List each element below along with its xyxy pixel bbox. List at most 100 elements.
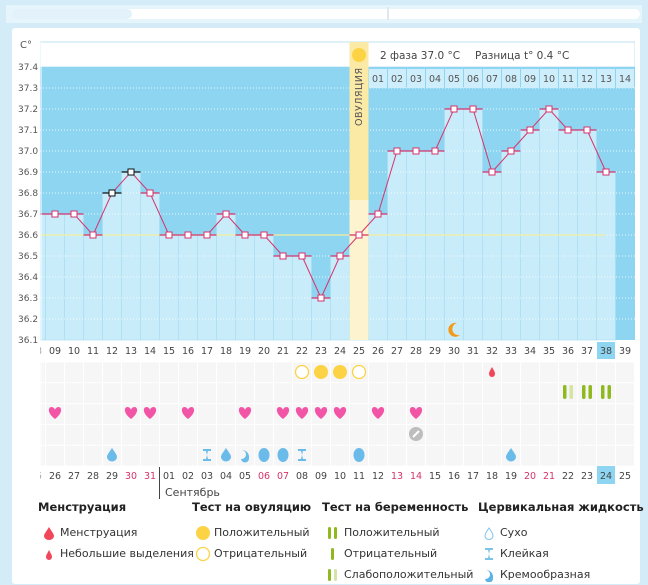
legend-title: Менструация [38, 500, 127, 514]
temperature-point [184, 231, 192, 239]
sticky-icon [298, 449, 306, 461]
phase-day-cell [559, 69, 577, 88]
legend-item: Отрицательный [214, 547, 308, 560]
creamy-icon [241, 449, 250, 463]
y-tick-label: 36.5 [18, 252, 38, 262]
pregnancy-test-bar [569, 385, 573, 399]
phase-day-label: 01 [372, 74, 384, 85]
ovulation-column-lower [349, 200, 369, 340]
legend-item: Отрицательный [344, 547, 438, 560]
cycle-day-label: 38 [600, 346, 612, 357]
y-tick-label: 37.0 [18, 147, 38, 157]
phase-day-cell [521, 69, 539, 88]
temperature-point [89, 231, 97, 239]
temperature-point [488, 168, 496, 176]
calendar-date-label: 10 [334, 471, 346, 482]
phase-day-label: 02 [391, 74, 403, 85]
horizontal-scrollbar[interactable] [12, 7, 640, 20]
y-tick-label: 37.1 [18, 126, 38, 136]
legend-title: Цервикальная жидкость [478, 500, 644, 514]
y-tick-label: 36.4 [18, 273, 38, 283]
cycle-day-label: 15 [163, 346, 175, 357]
temperature-column [539, 108, 559, 341]
y-tick-label: 36.1 [18, 336, 38, 346]
cycle-day-label: 27 [391, 346, 403, 357]
eggwhite-icon [277, 448, 289, 462]
eggwhite-icon [258, 448, 270, 462]
cycle-day-label: 31 [467, 346, 479, 357]
phase-day-label: 08 [505, 74, 517, 85]
cycle-day-label: 26 [372, 346, 384, 357]
calendar-date-label: 06 [258, 471, 270, 482]
phase-day-label: 07 [486, 74, 498, 85]
calendar-date-label: 13 [391, 471, 403, 482]
phase-day-label: 13 [600, 74, 612, 85]
cycle-day-label: 33 [505, 346, 517, 357]
calendar-date-label: 29 [106, 471, 118, 482]
cycle-day-label: 35 [543, 346, 555, 357]
current-day-highlight [597, 342, 615, 359]
temperature-column [406, 150, 426, 341]
phase-day-label: 14 [619, 74, 631, 85]
temperature-point [203, 231, 211, 239]
temperature-column [102, 192, 122, 341]
cycle-day-label: 23 [315, 346, 327, 357]
temperature-point [526, 126, 534, 134]
phase-temperature: 2 фаза 37.0 °C [380, 50, 460, 62]
spotting-icon [489, 367, 495, 377]
temperature-column [463, 108, 483, 341]
pregnancy-test-bar [601, 385, 605, 399]
calendar-date-label: 19 [505, 471, 517, 482]
temperature-point [450, 105, 458, 113]
drop-small-icon [38, 548, 60, 560]
temperature-column [425, 150, 445, 341]
weak-bar-icon [322, 568, 344, 582]
calendar-date-label: 04 [220, 471, 232, 482]
temperature-column [311, 297, 331, 341]
legend-item: Менструация [60, 526, 138, 539]
y-tick-label: 37.2 [18, 105, 38, 115]
temperature-point [241, 231, 249, 239]
chart-left-edge [40, 42, 42, 482]
calendar-date-label: 03 [201, 471, 213, 482]
heart-icon [371, 407, 385, 419]
calendar-date-label: 18 [486, 471, 498, 482]
phase-day-label: 05 [448, 74, 460, 85]
legend-item: Небольшие выделения [60, 547, 194, 560]
pregnancy-test-bar [563, 385, 567, 399]
watery-drop-icon [506, 448, 516, 462]
phase-day-label: 09 [524, 74, 536, 85]
temperature-point [279, 252, 287, 260]
calendar-date-label: 05 [239, 471, 251, 482]
phase-day-cell [483, 69, 501, 88]
calendar-date-label: 27 [68, 471, 80, 482]
pregnancy-test-bar [607, 385, 611, 399]
ovulation-test-negative-icon [294, 364, 310, 380]
temperature-point [545, 105, 553, 113]
temperature-point [317, 294, 325, 302]
cycle-day-label: 30 [448, 346, 460, 357]
pregnancy-test-bar [582, 385, 586, 399]
empty-circle-icon [192, 546, 214, 562]
cycle-day-label: 36 [562, 346, 574, 357]
temperature-column [387, 150, 407, 341]
creamy-icon [478, 568, 500, 582]
cycle-day-label: 14 [144, 346, 156, 357]
phase-day-label: 12 [581, 74, 593, 85]
scrollbar-thumb[interactable] [12, 9, 132, 19]
y-tick-label: 36.8 [18, 189, 38, 199]
watery-drop-icon [107, 448, 117, 462]
temperature-point [165, 231, 173, 239]
phase-day-cell [502, 69, 520, 88]
temperature-point [507, 147, 515, 155]
temperature-point [393, 147, 401, 155]
cycle-day-label: 16 [182, 346, 194, 357]
heart-icon [124, 407, 138, 419]
heart-icon [238, 407, 252, 419]
calendar-date-label: 30 [125, 471, 137, 482]
heart-icon [295, 407, 309, 419]
cycle-day-label: 21 [277, 346, 289, 357]
phase-day-cell [597, 69, 615, 88]
calendar-date-label: 28 [87, 471, 99, 482]
cycle-day-label: 09 [49, 346, 61, 357]
